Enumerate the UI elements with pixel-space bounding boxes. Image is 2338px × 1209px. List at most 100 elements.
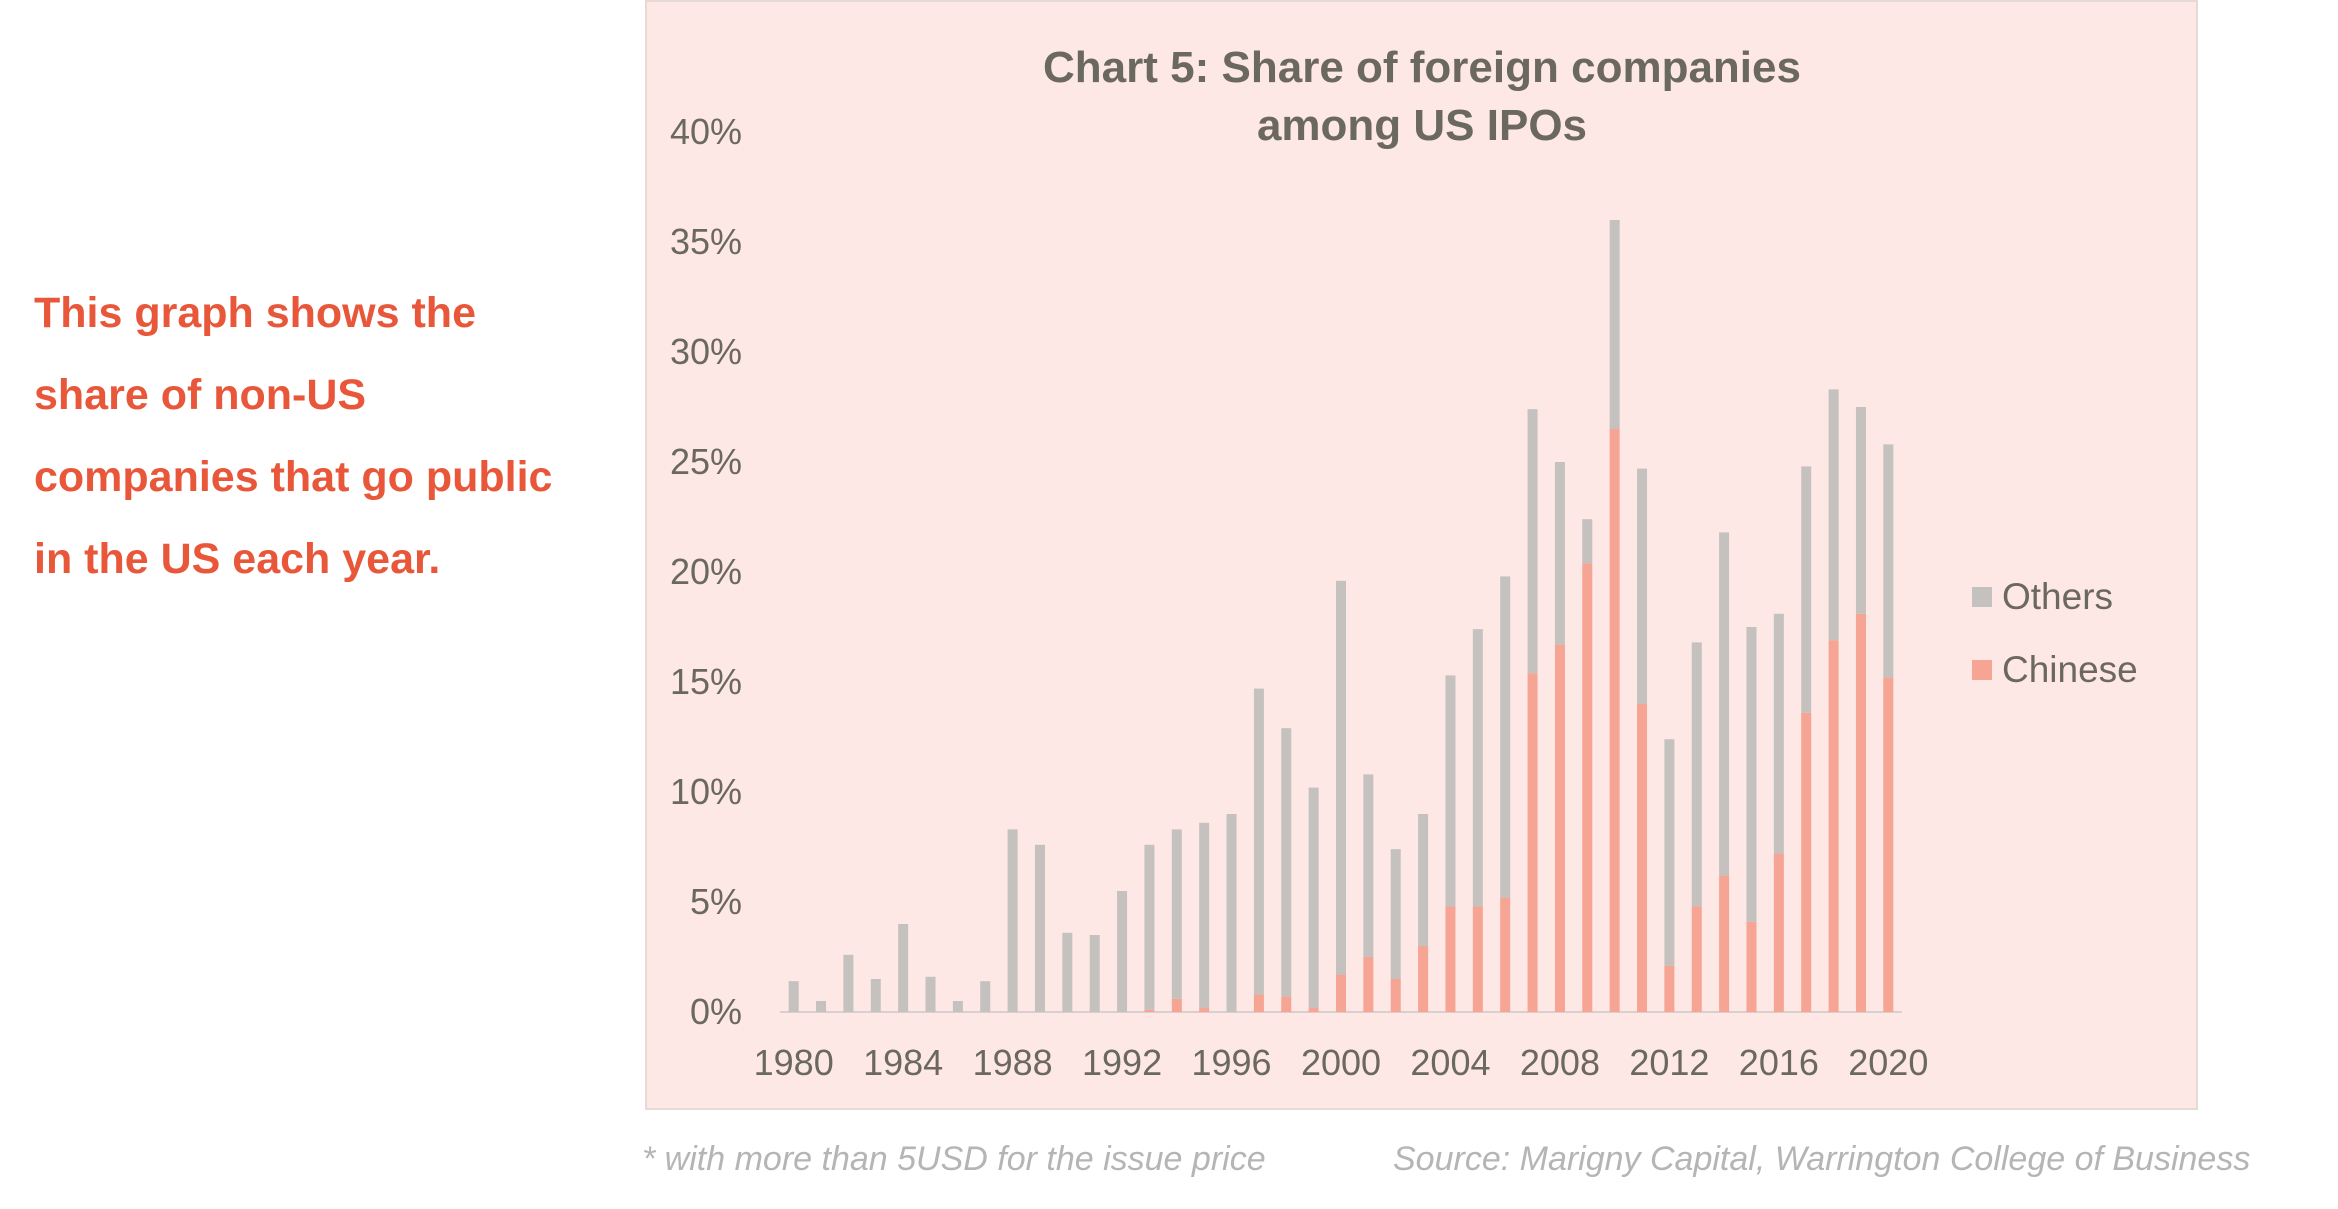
x-tick-label: 1992	[1082, 1042, 1162, 1083]
chart-title: Chart 5: Share of foreign companies among…	[1043, 43, 1801, 150]
bar-others	[1691, 642, 1702, 907]
y-axis-tick-labels: 0% 5% 10% 15% 20% 25% 30% 35% 40%	[670, 111, 742, 1032]
bar-chinese	[1554, 644, 1565, 1012]
y-tick-label: 5%	[690, 881, 742, 922]
x-tick-label: 2020	[1848, 1042, 1928, 1083]
x-tick-label: 1984	[863, 1042, 943, 1083]
bar-others	[788, 981, 799, 1012]
bar-others	[1719, 532, 1730, 876]
bar-chinese	[1445, 906, 1456, 1012]
x-tick-label: 2012	[1629, 1042, 1709, 1083]
bar-others	[1637, 468, 1648, 704]
legend: Others Chinese	[1972, 576, 2138, 690]
bar-chinese	[1828, 640, 1839, 1012]
footnote-issue-price: * with more than 5USD for the issue pric…	[642, 1140, 1266, 1178]
bar-chinese	[1144, 1009, 1155, 1012]
bar-chinese	[1472, 906, 1483, 1012]
bar-chinese	[1253, 994, 1264, 1012]
bar-others	[1554, 462, 1565, 645]
x-tick-label: 2008	[1520, 1042, 1600, 1083]
chart-panel: Chart 5: Share of foreign companies among…	[645, 0, 2198, 1110]
y-tick-label: 40%	[670, 111, 742, 152]
legend-label: Others	[2002, 576, 2113, 617]
bar-chinese	[1336, 974, 1346, 1012]
bar-others	[1308, 787, 1319, 1008]
bar-chinese	[1281, 996, 1292, 1012]
bar-others	[1664, 739, 1675, 966]
x-tick-label: 2004	[1410, 1042, 1490, 1083]
bar-others	[1746, 627, 1757, 922]
bar-others	[843, 954, 854, 1012]
legend-label: Chinese	[2002, 649, 2138, 690]
legend-swatch	[1972, 660, 1992, 680]
bar-chinese	[1746, 921, 1757, 1012]
x-tick-label: 2016	[1739, 1042, 1819, 1083]
chart-title-line: Chart 5: Share of foreign companies	[1043, 43, 1801, 92]
bar-others	[1582, 519, 1593, 564]
bar-others	[1034, 844, 1045, 1012]
bar-chinese	[1500, 897, 1511, 1012]
bar-others	[1363, 774, 1374, 957]
bar-chinese	[1883, 677, 1894, 1012]
bar-others	[1773, 613, 1784, 854]
bar-others	[980, 981, 991, 1012]
bar-others	[870, 979, 881, 1012]
x-axis-tick-labels: 1980 1984 1988 1992 1996 2000 2004 2008 2012 2016…	[754, 1042, 1929, 1083]
bar-others	[1390, 849, 1401, 979]
bar-chinese	[1527, 673, 1538, 1012]
bar-chinese	[1390, 979, 1401, 1012]
bar-chinese	[1609, 429, 1620, 1012]
bar-chinese	[1637, 704, 1648, 1012]
bar-others	[898, 924, 909, 1012]
bar-others	[1445, 675, 1456, 907]
bar-chinese	[1582, 563, 1593, 1012]
bar-others	[925, 976, 936, 1012]
y-tick-label: 25%	[670, 441, 742, 482]
bar-others	[1171, 829, 1182, 999]
bar-others	[1281, 728, 1292, 997]
bar-chinese	[1418, 946, 1429, 1012]
stacked-bar-chart: Chart 5: Share of foreign companies among…	[670, 43, 2138, 1083]
bar-others	[1336, 580, 1346, 975]
bar-others	[816, 1001, 827, 1012]
footnote-source: Source: Marigny Capital, Warrington Coll…	[1393, 1140, 2251, 1178]
bar-others	[1883, 444, 1894, 678]
bar-others	[1117, 891, 1128, 1012]
bar-others	[1855, 407, 1866, 614]
bar-chinese	[1719, 875, 1730, 1012]
chart-title-line: among US IPOs	[1257, 101, 1587, 150]
bars	[788, 220, 1894, 1012]
y-tick-label: 10%	[670, 771, 742, 812]
x-tick-label: 1980	[754, 1042, 834, 1083]
bar-others	[1472, 629, 1483, 907]
bar-others	[1062, 932, 1073, 1012]
bar-chinese	[1363, 957, 1374, 1012]
x-tick-label: 1988	[973, 1042, 1053, 1083]
x-tick-label: 1996	[1191, 1042, 1271, 1083]
bar-chinese	[1199, 1007, 1210, 1012]
bar-chinese	[1855, 613, 1866, 1012]
bar-others	[1801, 466, 1812, 713]
y-tick-label: 30%	[670, 331, 742, 372]
bar-others	[1500, 576, 1511, 898]
bar-others	[1089, 935, 1100, 1012]
bar-chinese	[1664, 965, 1675, 1012]
bar-chinese	[1773, 853, 1784, 1012]
x-tick-label: 2000	[1301, 1042, 1381, 1083]
y-tick-label: 15%	[670, 661, 742, 702]
bar-chinese	[1171, 998, 1182, 1012]
bar-others	[1007, 829, 1018, 1012]
bar-others	[952, 1001, 963, 1012]
bar-others	[1226, 814, 1237, 1012]
bar-chinese	[1691, 906, 1702, 1012]
y-tick-label: 0%	[690, 991, 742, 1032]
bar-others	[1828, 389, 1839, 641]
bar-chinese	[1801, 712, 1812, 1012]
bar-others	[1199, 822, 1210, 1008]
bar-others	[1144, 844, 1155, 1010]
side-description: This graph shows the share of non-US com…	[34, 289, 553, 583]
y-tick-label: 35%	[670, 221, 742, 262]
bar-others	[1527, 409, 1538, 674]
legend-swatch	[1972, 587, 1992, 607]
bar-chinese	[1308, 1007, 1319, 1012]
